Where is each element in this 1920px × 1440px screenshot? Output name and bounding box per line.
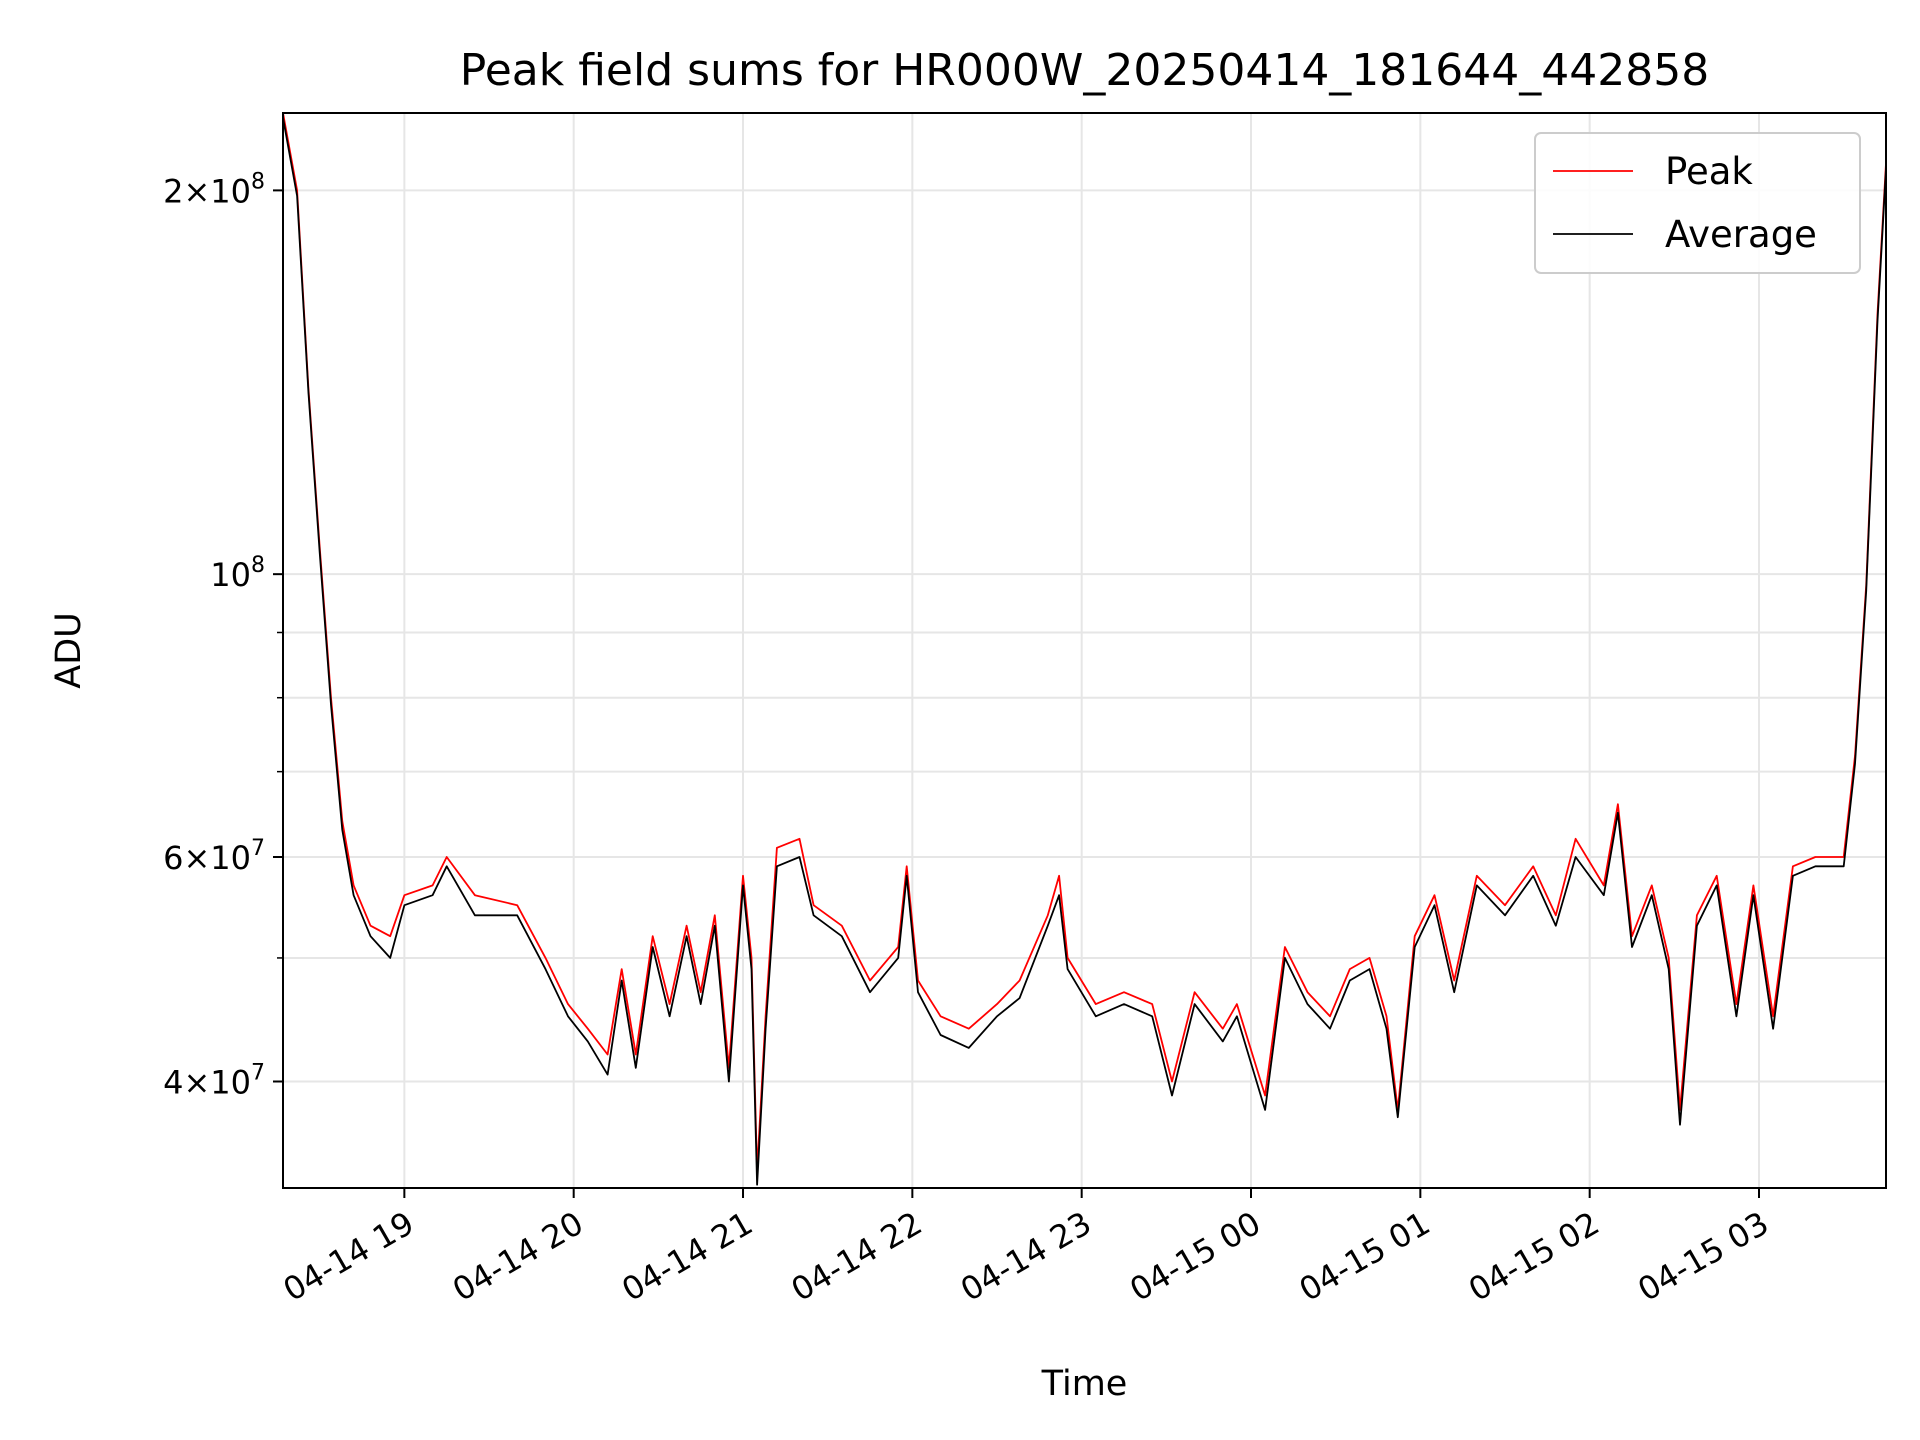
y-tick-base: 10 — [210, 556, 251, 594]
y-tick-coef: 2 — [163, 172, 183, 210]
y-tick-exponent: 7 — [251, 1060, 265, 1085]
y-axis-label: ADU — [49, 612, 89, 689]
y-tick-times: × — [183, 172, 210, 210]
series-lines — [283, 113, 1886, 1186]
series-line-peak — [283, 113, 1886, 1173]
y-tick-exponent: 7 — [251, 836, 265, 861]
legend-label-average: Average — [1665, 213, 1817, 256]
y-tick-label: 108 — [210, 553, 265, 594]
legend-box — [1534, 132, 1861, 274]
y-tick-coef: 4 — [163, 1063, 183, 1101]
chart-title: Peak field sums for HR000W_20250414_1816… — [460, 45, 1710, 96]
y-tick-label: 2×108 — [163, 169, 265, 210]
plot-frame — [282, 112, 1887, 1189]
y-tick-label: 4×107 — [163, 1060, 265, 1101]
y-tick-times: × — [183, 839, 210, 877]
legend-label-peak: Peak — [1665, 150, 1753, 193]
y-tick-base: 10 — [210, 839, 251, 877]
y-tick-label: 6×107 — [163, 836, 265, 877]
y-tick-base: 10 — [210, 172, 251, 210]
y-tick-exponent: 8 — [251, 553, 265, 578]
legend: Peak Average — [1534, 132, 1861, 274]
y-tick-base: 10 — [210, 1063, 251, 1101]
y-tick-times: × — [183, 1063, 210, 1101]
x-axis-label: Time — [1041, 1364, 1128, 1404]
y-tick-coef: 6 — [163, 839, 183, 877]
y-tick-exponent: 8 — [251, 169, 265, 194]
series-line-average — [283, 117, 1886, 1186]
